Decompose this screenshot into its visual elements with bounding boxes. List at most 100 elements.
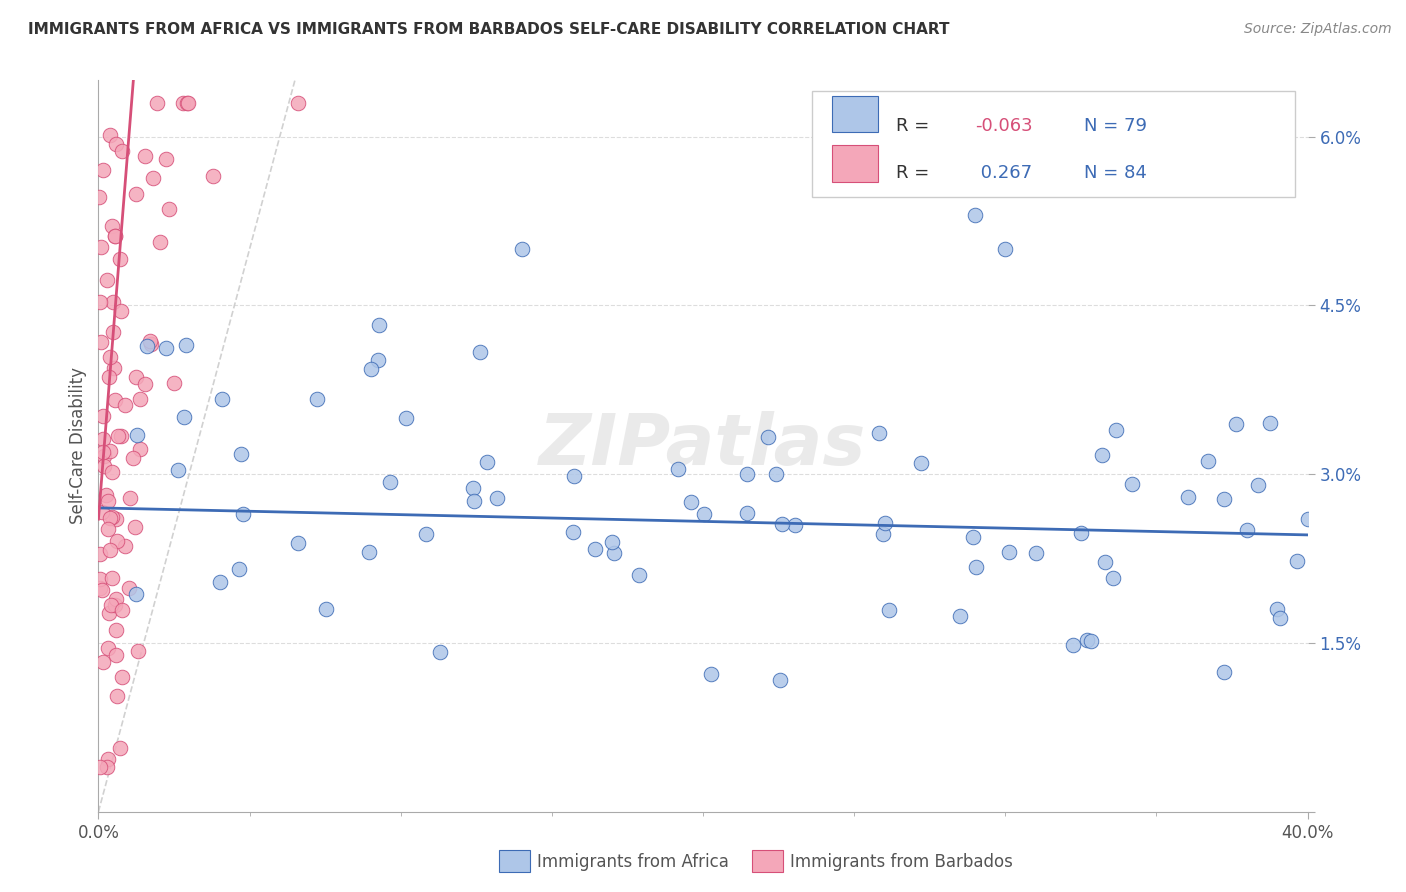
Point: [1285, 554, 1308, 568]
Point: [134, 149, 156, 163]
Point: [118, 491, 141, 505]
Point: [98, 511, 121, 525]
Point: [155, 153, 177, 167]
Point: [307, 392, 329, 407]
Text: N = 79: N = 79: [1084, 117, 1147, 135]
Point: [228, 562, 250, 576]
Point: [125, 428, 148, 442]
Point: [1080, 634, 1102, 648]
Point: [101, 219, 124, 233]
Point: [105, 534, 128, 549]
Point: [105, 591, 128, 606]
Point: [360, 362, 382, 376]
Point: [735, 467, 758, 482]
Point: [90, 240, 112, 254]
Point: [101, 325, 124, 339]
Point: [129, 442, 152, 456]
Point: [1212, 665, 1234, 679]
Point: [627, 567, 650, 582]
Point: [96, 760, 118, 774]
Point: [172, 95, 194, 110]
Point: [785, 518, 807, 533]
Point: [1105, 423, 1128, 437]
Point: [949, 609, 972, 624]
Point: [97, 493, 120, 508]
Point: [125, 186, 148, 201]
Point: [100, 598, 122, 612]
Point: [146, 95, 169, 110]
FancyBboxPatch shape: [832, 95, 879, 132]
Point: [105, 648, 128, 662]
Point: [98, 543, 121, 558]
Point: [100, 350, 122, 364]
Point: [232, 507, 254, 521]
Point: [89, 572, 111, 586]
Point: [1236, 524, 1258, 538]
Point: [91, 162, 114, 177]
Point: [1212, 491, 1234, 506]
Point: [378, 475, 401, 489]
Point: [468, 345, 491, 359]
Point: [486, 491, 509, 506]
Point: [114, 398, 136, 412]
Point: [157, 202, 180, 216]
Point: [910, 456, 932, 470]
Point: [125, 369, 148, 384]
Point: [93, 449, 115, 463]
Point: [176, 95, 198, 110]
Point: [998, 545, 1021, 559]
Point: [868, 426, 890, 441]
Point: [163, 376, 186, 390]
FancyBboxPatch shape: [832, 145, 879, 182]
Point: [209, 574, 232, 589]
Point: [1091, 448, 1114, 462]
Point: [122, 451, 145, 466]
Point: [562, 468, 585, 483]
FancyBboxPatch shape: [811, 91, 1295, 197]
Text: IMMIGRANTS FROM AFRICA VS IMMIGRANTS FROM BARBADOS SELF-CARE DISABILITY CORRELAT: IMMIGRANTS FROM AFRICA VS IMMIGRANTS FRO…: [28, 22, 949, 37]
Point: [1177, 490, 1199, 504]
Point: [1296, 512, 1319, 526]
Text: R =: R =: [897, 117, 935, 135]
Point: [125, 587, 148, 601]
Point: [110, 304, 132, 318]
Point: [93, 432, 115, 446]
Point: [155, 341, 177, 355]
Text: 0.267: 0.267: [976, 164, 1032, 182]
Point: [138, 334, 160, 348]
Point: [1268, 611, 1291, 625]
Point: [872, 526, 894, 541]
Point: [769, 673, 792, 687]
Point: [93, 458, 115, 473]
Point: [693, 507, 716, 521]
Text: Immigrants from Africa: Immigrants from Africa: [537, 853, 728, 871]
Point: [177, 95, 200, 110]
Point: [91, 583, 114, 598]
Point: [111, 145, 134, 159]
Point: [108, 741, 131, 756]
Point: [142, 171, 165, 186]
Point: [679, 495, 702, 509]
Point: [429, 645, 451, 659]
Point: [104, 392, 127, 407]
Point: [229, 446, 252, 460]
Point: [100, 571, 122, 585]
Point: [994, 242, 1017, 256]
Point: [1076, 632, 1098, 647]
Point: [737, 506, 759, 520]
Point: [1247, 478, 1270, 492]
Point: [367, 352, 389, 367]
Point: [97, 641, 120, 656]
Point: [562, 524, 585, 539]
Point: [98, 128, 121, 142]
Y-axis label: Self-Care Disability: Self-Care Disability: [69, 368, 87, 524]
Point: [1265, 602, 1288, 616]
Point: [89, 760, 111, 774]
Point: [201, 169, 224, 183]
Point: [104, 136, 127, 151]
Point: [770, 516, 793, 531]
Point: [129, 392, 152, 406]
Point: [1102, 571, 1125, 585]
Point: [104, 228, 127, 243]
Point: [94, 488, 117, 502]
